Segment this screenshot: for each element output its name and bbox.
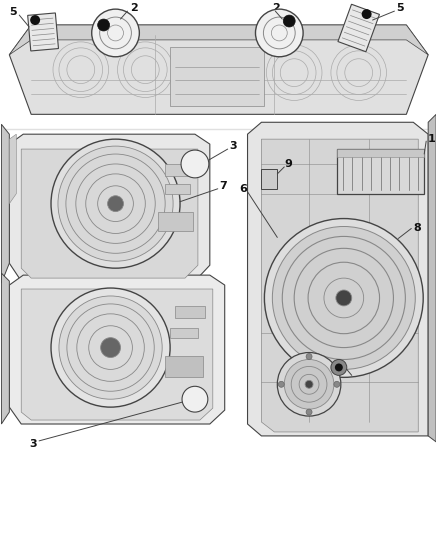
Text: 6: 6	[240, 184, 247, 194]
Bar	[175, 306, 205, 318]
Polygon shape	[9, 134, 16, 204]
Circle shape	[335, 364, 343, 372]
Circle shape	[284, 359, 334, 409]
Circle shape	[278, 381, 284, 387]
Circle shape	[182, 386, 208, 412]
Circle shape	[30, 15, 40, 25]
Polygon shape	[1, 124, 9, 283]
Polygon shape	[21, 149, 198, 278]
Polygon shape	[1, 273, 9, 424]
Circle shape	[331, 359, 347, 375]
Circle shape	[306, 353, 312, 359]
Circle shape	[92, 9, 139, 57]
Text: 1: 1	[428, 134, 436, 144]
Circle shape	[362, 9, 371, 19]
Circle shape	[255, 9, 303, 57]
Bar	[158, 212, 193, 231]
Polygon shape	[9, 134, 210, 281]
Polygon shape	[21, 289, 213, 420]
Bar	[28, 13, 59, 51]
Bar	[338, 4, 379, 52]
Bar	[337, 149, 424, 157]
Text: 9: 9	[284, 159, 292, 169]
Circle shape	[98, 19, 110, 31]
Polygon shape	[247, 122, 428, 436]
Circle shape	[305, 381, 313, 388]
Circle shape	[59, 296, 162, 399]
Text: 7: 7	[220, 181, 227, 191]
Polygon shape	[261, 139, 418, 432]
Text: 2: 2	[131, 3, 138, 13]
Polygon shape	[9, 25, 428, 55]
Circle shape	[277, 352, 341, 416]
Text: 8: 8	[413, 223, 421, 233]
Bar	[165, 164, 193, 176]
Text: 3: 3	[230, 141, 237, 151]
Circle shape	[101, 338, 120, 358]
Polygon shape	[9, 275, 225, 424]
Circle shape	[306, 409, 312, 415]
Circle shape	[108, 196, 124, 212]
Circle shape	[51, 139, 180, 268]
Polygon shape	[428, 115, 436, 442]
Bar	[170, 47, 265, 107]
Bar	[165, 356, 203, 377]
Text: 5: 5	[9, 7, 17, 17]
Circle shape	[181, 150, 209, 178]
Bar	[337, 149, 424, 193]
Circle shape	[265, 219, 423, 377]
Bar	[261, 169, 277, 189]
Polygon shape	[9, 25, 428, 115]
Circle shape	[283, 15, 295, 27]
Circle shape	[336, 290, 352, 306]
Circle shape	[51, 288, 170, 407]
Bar	[170, 328, 198, 338]
Text: 2: 2	[272, 3, 280, 13]
Text: 3: 3	[29, 439, 37, 449]
Bar	[165, 184, 190, 193]
Text: 4: 4	[354, 374, 362, 384]
Circle shape	[58, 146, 173, 261]
Circle shape	[334, 381, 340, 387]
Circle shape	[272, 227, 415, 369]
Text: 5: 5	[396, 3, 404, 13]
